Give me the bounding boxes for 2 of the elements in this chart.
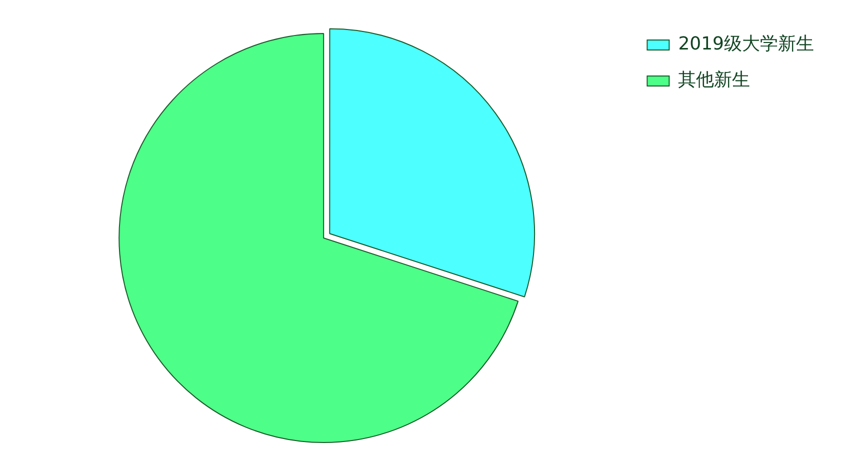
legend-label: 2019级大学新生	[678, 34, 814, 55]
legend-label: 其他新生	[678, 70, 750, 91]
